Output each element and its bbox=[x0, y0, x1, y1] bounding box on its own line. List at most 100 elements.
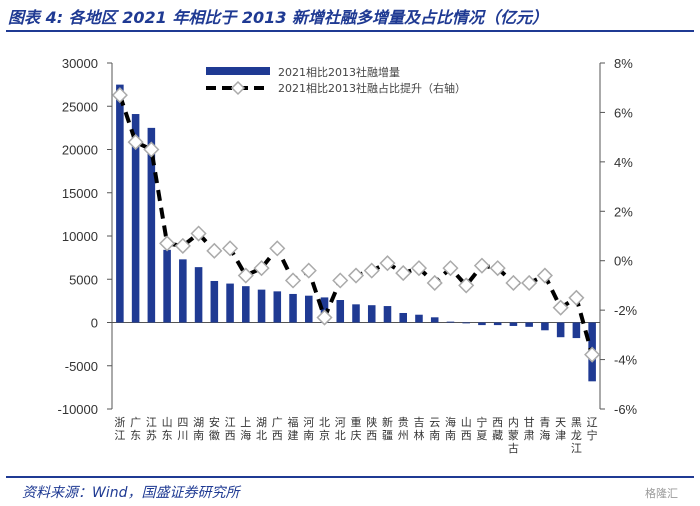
bar bbox=[226, 283, 234, 323]
x-tick-label: 湖南 bbox=[193, 416, 204, 442]
legend-bar-swatch bbox=[206, 67, 270, 75]
y-tick-label-right: 0% bbox=[614, 254, 633, 269]
line-point bbox=[253, 260, 270, 277]
y-tick-label-left: 20000 bbox=[62, 143, 98, 158]
bar bbox=[493, 322, 502, 326]
x-tick-label: 江西 bbox=[225, 416, 236, 442]
x-tick-label: 四川 bbox=[177, 416, 188, 442]
x-tick-label: 河北 bbox=[335, 416, 346, 442]
y-tick-label-right: 2% bbox=[614, 204, 633, 219]
line-point bbox=[269, 240, 286, 257]
legend: 2021相比2013社融增量 2021相比2013社融占比提升（右轴） bbox=[206, 65, 466, 96]
x-tick-label: 天津 bbox=[555, 416, 566, 442]
y-tick-label-left: -10000 bbox=[58, 402, 98, 417]
bar bbox=[147, 127, 156, 323]
x-tick-label: 内蒙古 bbox=[508, 415, 519, 455]
bar bbox=[572, 322, 581, 339]
y-tick-label-left: 15000 bbox=[62, 186, 98, 201]
line-point bbox=[237, 267, 254, 284]
x-tick-label: 陕西 bbox=[366, 415, 377, 442]
bar bbox=[242, 286, 250, 323]
y-tick-label-left: -5000 bbox=[65, 359, 98, 374]
bar bbox=[116, 84, 124, 323]
y-tick-label-left: 10000 bbox=[62, 229, 98, 244]
line-point bbox=[410, 260, 428, 277]
bar bbox=[131, 114, 140, 323]
bar bbox=[289, 293, 297, 323]
bar bbox=[399, 312, 408, 323]
legend-bar-label: 2021相比2013社融增量 bbox=[278, 65, 400, 79]
x-tick-label: 上海 bbox=[240, 416, 251, 442]
line-point bbox=[521, 274, 538, 292]
bar bbox=[430, 317, 439, 323]
bar bbox=[415, 314, 423, 323]
x-tick-label: 安徽 bbox=[209, 415, 220, 442]
x-tick-label: 海南 bbox=[445, 415, 456, 442]
chart-title: 图表 4: 各地区 2021 年相比于 2013 新增社融多增量及占比情况（亿元… bbox=[8, 8, 549, 27]
legend-line-label: 2021相比2013社融占比提升（右轴） bbox=[278, 81, 466, 95]
bar bbox=[194, 267, 203, 323]
y-tick-label-right: 6% bbox=[614, 105, 633, 120]
x-tick-label: 广东 bbox=[130, 416, 141, 442]
x-tick-label: 宁夏 bbox=[476, 415, 487, 442]
bar bbox=[541, 322, 549, 331]
source-note: 资料来源：Wind，国盛证券研究所 bbox=[22, 485, 240, 501]
bar bbox=[179, 259, 187, 323]
line-point bbox=[458, 277, 475, 294]
title-divider bbox=[6, 30, 694, 32]
bar bbox=[273, 291, 282, 323]
x-tick-label: 贵州 bbox=[398, 416, 409, 442]
y-tick-label-right: -6% bbox=[614, 402, 638, 417]
line-point bbox=[584, 346, 601, 363]
line-point bbox=[174, 237, 191, 254]
x-tick-label: 吉林 bbox=[413, 416, 424, 442]
line-point bbox=[489, 260, 506, 277]
x-tick-label: 北京 bbox=[319, 416, 330, 442]
line-point bbox=[143, 141, 160, 158]
x-tick-label: 西藏 bbox=[492, 416, 503, 442]
line-point bbox=[536, 267, 553, 284]
source-divider bbox=[6, 476, 694, 478]
line-point bbox=[190, 225, 207, 242]
line-point bbox=[206, 242, 223, 259]
x-tick-label: 青海 bbox=[539, 416, 550, 442]
x-tick-label: 黑龙江 bbox=[571, 416, 582, 455]
x-tick-label: 山东 bbox=[162, 416, 173, 442]
bar bbox=[478, 322, 486, 326]
line-point bbox=[395, 265, 412, 282]
bar bbox=[352, 304, 360, 323]
x-tick-label: 福建 bbox=[288, 415, 299, 442]
watermark: 格隆汇 bbox=[645, 487, 678, 500]
bar bbox=[367, 305, 376, 323]
y-tick-label-right: -4% bbox=[614, 353, 638, 368]
line-point bbox=[363, 262, 380, 279]
x-tick-label: 浙江 bbox=[114, 416, 125, 442]
line-point bbox=[127, 134, 144, 151]
bar bbox=[383, 306, 392, 323]
line-point bbox=[505, 274, 522, 292]
bar bbox=[525, 322, 533, 327]
bar bbox=[210, 280, 219, 323]
x-tick-label: 广西 bbox=[272, 416, 283, 442]
x-tick-label: 江苏 bbox=[146, 416, 157, 442]
line-point bbox=[473, 257, 490, 274]
line-point bbox=[347, 267, 365, 284]
bar bbox=[257, 289, 266, 323]
legend-marker-swatch bbox=[230, 80, 246, 96]
line-point bbox=[222, 240, 239, 257]
line-point bbox=[568, 289, 585, 306]
x-tick-label: 山西 bbox=[461, 416, 472, 442]
y-tick-label-left: 0 bbox=[91, 316, 98, 331]
x-tick-label: 云南 bbox=[429, 416, 440, 442]
bar bbox=[336, 300, 345, 323]
bar bbox=[446, 321, 455, 323]
y-tick-label-left: 25000 bbox=[62, 99, 98, 114]
x-tick-label: 湖北 bbox=[256, 416, 267, 442]
x-tick-label: 辽宁 bbox=[587, 416, 598, 442]
y-tick-label-right: 4% bbox=[614, 155, 633, 170]
y-tick-label-left: 30000 bbox=[62, 56, 98, 71]
y-tick-label-right: -2% bbox=[614, 303, 638, 318]
y-tick-label-right: 8% bbox=[614, 56, 633, 71]
x-tick-label: 甘肃 bbox=[524, 416, 535, 442]
line-point bbox=[300, 262, 317, 279]
